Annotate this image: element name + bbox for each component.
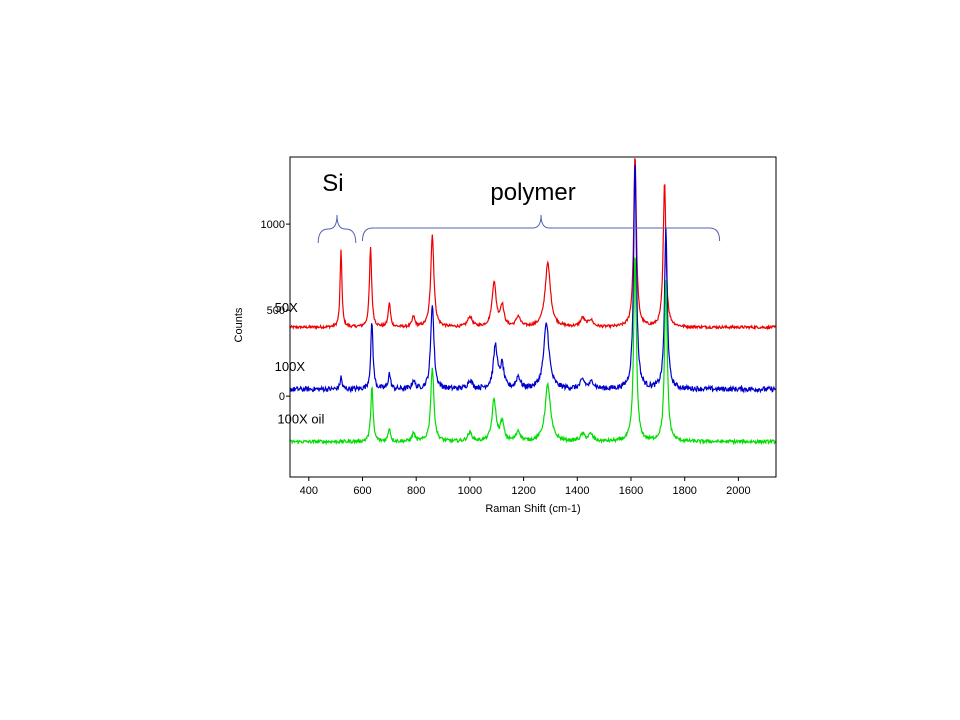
x-axis-ticks: 400 600 800 1000 1200 1400 1600 1800 2000 (300, 477, 751, 497)
bracket-brace (361, 214, 721, 242)
y-axis-label: Counts (233, 307, 245, 342)
annotation-si: Si (322, 170, 343, 197)
y-axis-ticks: 0 500 1000 (261, 219, 290, 403)
series-label-100x-oil: 100X oil (277, 412, 324, 427)
series-layer (290, 158, 776, 446)
x-tick-label: 400 (300, 485, 318, 497)
annotation-polymer: polymer (490, 179, 575, 206)
bracket-brace (317, 214, 357, 244)
series-labels-layer: 50X 100X 100X oil (275, 300, 325, 427)
x-tick-label: 1600 (619, 485, 643, 497)
x-axis-label: Raman Shift (cm-1) (485, 503, 580, 515)
x-tick-label: 2000 (726, 485, 750, 497)
x-tick-label: 1200 (511, 485, 535, 497)
series-label-50x: 50X (275, 300, 298, 315)
x-tick-label: 1400 (565, 485, 589, 497)
plot-frame (289, 156, 777, 478)
y-tick-label: 0 (279, 391, 285, 403)
series-line (290, 256, 776, 446)
x-tick-label: 600 (353, 485, 371, 497)
annotations-layer: Si polymer (317, 170, 721, 244)
series-label-100x: 100X (275, 359, 306, 374)
x-tick-label: 1000 (458, 485, 482, 497)
series-line (290, 158, 776, 331)
x-tick-label: 1800 (672, 485, 696, 497)
y-tick-label: 500 (267, 305, 285, 317)
series-line (290, 164, 776, 394)
y-tick-label: 1000 (261, 219, 285, 231)
x-tick-label: 800 (407, 485, 425, 497)
